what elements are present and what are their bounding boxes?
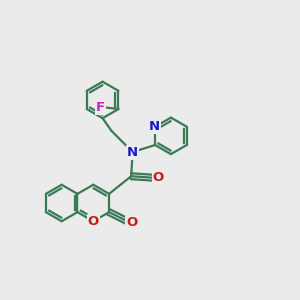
Text: O: O <box>153 171 164 184</box>
Text: N: N <box>149 120 160 133</box>
Text: O: O <box>126 216 138 229</box>
Text: O: O <box>88 215 99 228</box>
Text: F: F <box>96 101 105 114</box>
Text: N: N <box>127 146 138 159</box>
